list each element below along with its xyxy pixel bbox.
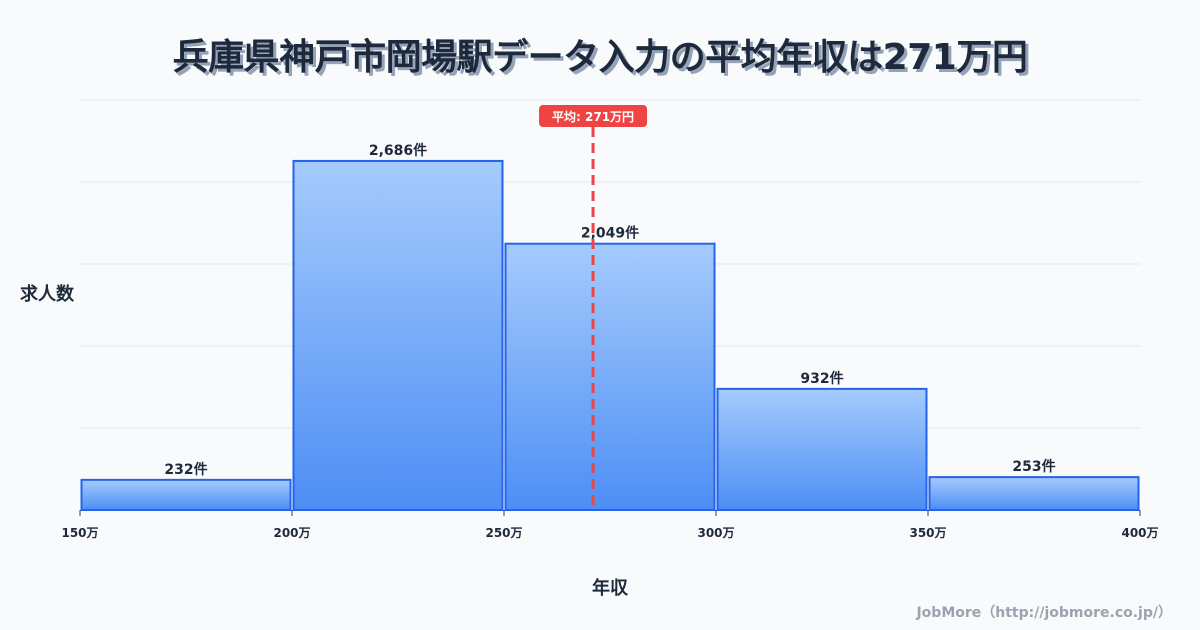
source-credit: JobMore（http://jobmore.co.jp/）	[916, 605, 1172, 621]
y-axis-label: 求人数	[20, 284, 74, 305]
bar-value-label: 253件	[1012, 458, 1055, 475]
x-tick-label: 300万	[697, 526, 734, 540]
x-tick-label: 250万	[485, 526, 522, 540]
bar-value-label: 232件	[164, 461, 207, 478]
chart-title: 兵庫県神戸市岡場駅データ入力の平均年収は271万円	[172, 37, 1028, 78]
mean-line: 平均: 271万円	[539, 105, 648, 510]
x-tick-label: 200万	[273, 526, 310, 540]
histogram-bar[interactable]	[504, 242, 716, 511]
bar-value-label: 2,686件	[369, 142, 427, 159]
x-axis-label: 年収	[592, 578, 628, 599]
x-tick-label: 150万	[61, 526, 98, 540]
histogram-bar[interactable]	[80, 478, 292, 512]
histogram-bar[interactable]	[716, 387, 928, 511]
histogram-bar[interactable]	[928, 476, 1140, 512]
x-tick-label: 350万	[909, 526, 946, 540]
bar-value-label: 2,049件	[581, 225, 639, 242]
bars: 232件 2,686件 2,049件 932件 253件	[80, 142, 1140, 512]
x-tick-label: 400万	[1121, 526, 1158, 540]
mean-badge	[539, 105, 648, 127]
bar-value-label: 932件	[800, 370, 843, 387]
x-axis: 150万 200万 250万 300万 350万 400万	[61, 510, 1159, 540]
histogram-bar[interactable]	[292, 159, 504, 512]
mean-badge-label: 平均: 271万円	[552, 109, 634, 124]
